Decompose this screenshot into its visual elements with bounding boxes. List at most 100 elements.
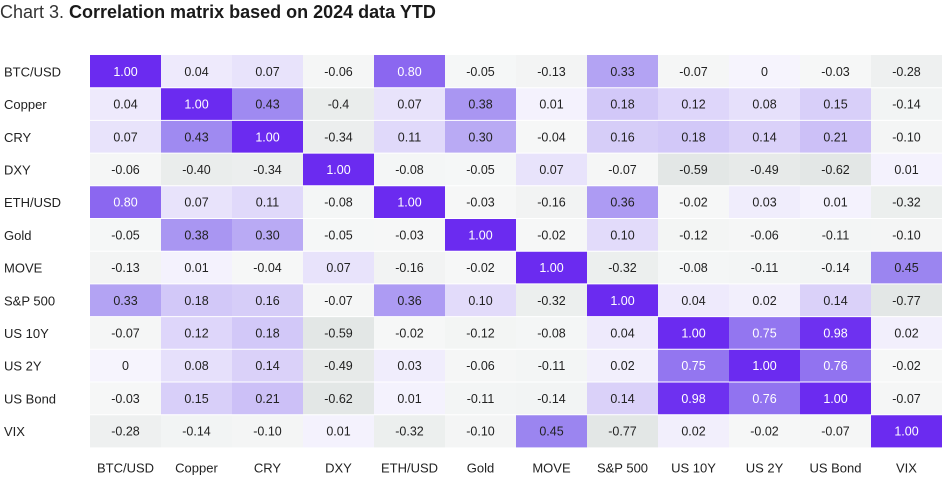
row-label: CRY [4,130,32,145]
heatmap-cell [800,316,871,350]
cell-value-label: -0.06 [111,163,140,177]
heatmap-cell [90,414,161,448]
heatmap-cell [516,185,587,219]
heatmap-cell [445,87,516,121]
cell-value-label: -0.14 [182,425,211,439]
cell-value-label: -0.16 [537,196,566,210]
cell-value-label: 1.00 [539,261,563,275]
column-label: US 10Y [671,460,716,475]
heatmap-cell [374,153,445,186]
heatmap-cell [303,414,374,448]
heatmap-cell [232,349,303,382]
cell-value-label: 1.00 [184,98,208,112]
cell-value-label: -0.13 [111,261,140,275]
heatmap-cell [587,153,658,186]
heatmap-cell [161,382,232,415]
heatmap-cell [658,218,729,252]
cell-value-label: -0.06 [324,65,353,79]
cell-value-label: -0.14 [537,392,566,406]
cell-value-label: -0.4 [328,98,350,112]
heatmap-cell [445,218,516,252]
cell-value-label: 0.01 [894,163,918,177]
heatmap-cell [871,349,942,382]
cell-value-label: -0.08 [679,261,708,275]
heatmap-cell [303,382,374,415]
cell-value-label: -0.02 [395,326,424,340]
cell-value-label: 0 [761,65,768,79]
cell-value-label: -0.34 [253,163,282,177]
heatmap-cell [587,316,658,350]
column-label: S&P 500 [597,460,648,475]
heatmap-cell [232,218,303,252]
cell-value-label: -0.07 [821,425,850,439]
cell-value-label: -0.05 [111,228,140,242]
cell-value-label: 0.14 [752,130,776,144]
cell-value-label: 0.43 [184,130,208,144]
cell-value-label: 0.03 [397,359,421,373]
heatmap-cell [587,349,658,382]
cell-value-label: -0.40 [182,163,211,177]
cell-value-label: 0.01 [823,196,847,210]
heatmap-cell [658,153,729,186]
cell-value-label: -0.12 [679,228,708,242]
cell-value-label: 0.04 [184,65,208,79]
column-label: Copper [175,460,218,475]
heatmap-cell [232,185,303,219]
cell-value-label: 0.14 [610,392,634,406]
heatmap-cell [800,120,871,154]
cell-value-label: -0.07 [608,163,637,177]
heatmap-cell [729,55,800,88]
heatmap-cell [90,251,161,284]
heatmap-cell [729,316,800,350]
cell-value-label: -0.05 [324,228,353,242]
cell-value-label: -0.11 [822,228,850,242]
cell-value-label: 0.01 [397,392,421,406]
cell-value-label: -0.08 [537,326,566,340]
cell-value-label: -0.28 [111,425,140,439]
cell-value-label: 0.14 [823,294,847,308]
cell-value-label: -0.11 [467,392,495,406]
cell-value-label: 0.18 [255,326,279,340]
heatmap-cell [445,55,516,88]
cell-value-label: 0.08 [184,359,208,373]
cell-value-label: 0.21 [823,130,847,144]
cell-value-label: -0.77 [608,425,637,439]
heatmap-cell [871,87,942,121]
cell-value-label: 0.45 [894,261,918,275]
heatmap-cell [587,120,658,154]
heatmap-cell [374,349,445,382]
cell-value-label: 1.00 [326,163,350,177]
heatmap-cell [374,120,445,154]
cell-value-label: 0.07 [539,163,563,177]
cell-value-label: 1.00 [894,425,918,439]
heatmap-cell [516,349,587,382]
heatmap-cell [161,87,232,121]
column-label: VIX [896,460,917,475]
cell-value-label: 0.01 [539,98,563,112]
heatmap-cell [374,283,445,317]
heatmap-cell [232,87,303,121]
cell-value-label: 0.01 [326,425,350,439]
cell-value-label: -0.03 [821,65,850,79]
cell-value-label: -0.04 [253,261,282,275]
cell-value-label: 0.04 [610,326,634,340]
column-label: BTC/USD [97,460,154,475]
heatmap-cell [658,316,729,350]
cell-value-label: -0.03 [111,392,140,406]
heatmap-cell [800,251,871,284]
cell-value-label: 0.98 [681,392,705,406]
cell-value-label: 1.00 [468,228,492,242]
heatmap-cell [303,55,374,88]
heatmap-cell [303,316,374,350]
cell-value-label: 0.36 [610,196,634,210]
heatmap-cell [516,382,587,415]
heatmap-cell [729,349,800,382]
heatmap-cell [729,153,800,186]
cell-value-label: 0.02 [610,359,634,373]
heatmap-cell [445,316,516,350]
column-label: Gold [467,460,494,475]
chart-title-prefix: Chart 3. [0,2,65,22]
cell-value-label: 0.11 [256,196,279,210]
column-label: US 2Y [746,460,784,475]
